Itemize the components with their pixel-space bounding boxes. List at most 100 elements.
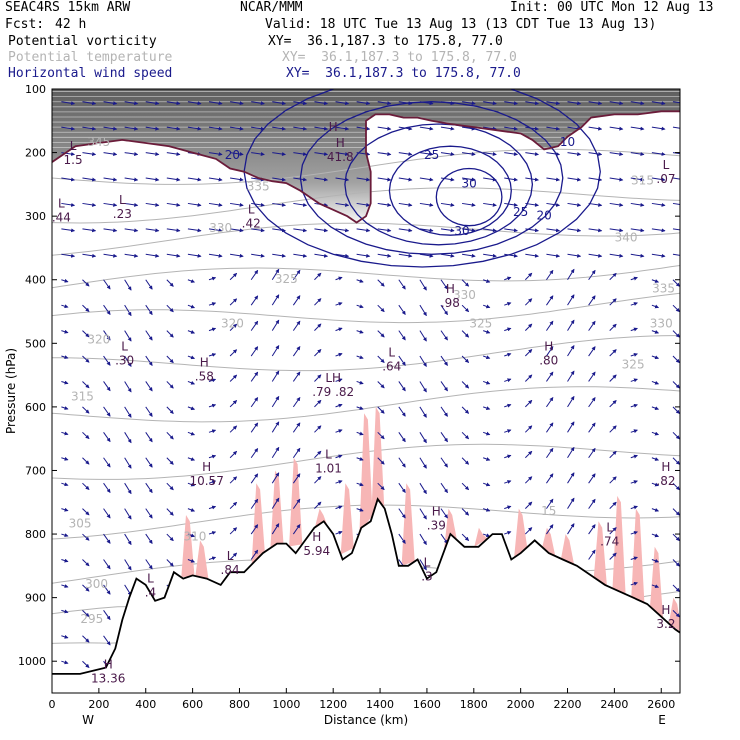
wind-vector <box>82 533 90 541</box>
wind-speed-label: 30 <box>454 224 469 238</box>
wind-vector <box>124 126 139 131</box>
wind-vector <box>461 177 476 182</box>
wind-vector <box>356 457 364 461</box>
wind-vector <box>461 457 470 465</box>
wind-vector <box>567 446 575 459</box>
wind-vector <box>356 304 364 309</box>
wind-vector <box>588 126 603 131</box>
theta-contour <box>52 187 680 224</box>
wind-vector <box>609 253 624 258</box>
theta-label: 315 <box>71 390 94 404</box>
plot-frame <box>51 88 681 694</box>
wind-vector <box>272 177 286 182</box>
wind-vector <box>588 101 603 106</box>
wind-vector <box>124 406 132 418</box>
humidity-patch <box>251 483 265 565</box>
wind-vector <box>250 269 259 281</box>
wind-vector <box>293 228 308 233</box>
wind-vector <box>103 101 118 106</box>
wind-vector <box>250 346 259 357</box>
wind-vector <box>651 380 660 385</box>
pv-extremum-marker: L <box>325 447 332 461</box>
wind-vector <box>124 304 132 317</box>
wind-vector <box>250 524 259 535</box>
wind-vector <box>461 101 476 106</box>
wind-vector <box>546 346 554 357</box>
theta-contour <box>52 148 680 185</box>
wind-vector <box>377 177 392 182</box>
wind-vector <box>61 380 69 385</box>
wind-vector <box>609 425 617 433</box>
wind-vector <box>335 352 343 357</box>
wind-vector <box>124 533 132 546</box>
wind-vector <box>187 457 196 461</box>
wind-vector <box>103 559 111 570</box>
wind-vector <box>546 228 561 233</box>
pv-extremum-value: .80 <box>539 353 558 367</box>
wind-vector <box>166 279 174 287</box>
wind-vector <box>250 397 259 408</box>
pv-extremum-marker: L <box>388 346 395 360</box>
wind-vector <box>82 635 90 643</box>
theta-label: 325 <box>622 358 645 372</box>
wind-vector <box>483 101 497 106</box>
wind-vector <box>82 559 90 567</box>
wind-vector <box>419 101 434 106</box>
wind-vector <box>356 202 371 207</box>
wind-vector <box>124 177 139 182</box>
wind-vector <box>208 126 223 131</box>
wind-vector <box>609 228 624 233</box>
wind-vector <box>483 253 497 258</box>
wind-vector <box>271 345 280 357</box>
wind-vector <box>103 635 111 646</box>
wind-vector <box>377 101 392 106</box>
wind-vector <box>483 177 497 182</box>
x-tick-label: 1800 <box>460 698 488 711</box>
wind-vector <box>124 228 139 233</box>
wind-vector <box>482 406 491 410</box>
wind-vector <box>166 533 174 542</box>
pv-extremum-value: .74 <box>600 535 619 549</box>
wind-vector <box>166 202 181 207</box>
wind-vector <box>482 380 491 385</box>
wind-vector <box>672 533 680 542</box>
wind-vector <box>61 558 69 563</box>
wind-vector <box>504 202 518 207</box>
wind-vector <box>546 473 554 484</box>
wind-vector <box>672 355 680 364</box>
wind-vector <box>314 349 322 357</box>
wind-vector <box>61 456 69 461</box>
wind-vector <box>483 202 497 207</box>
wind-vector <box>419 508 427 520</box>
wind-vector <box>504 530 512 535</box>
wind-vector <box>314 450 322 459</box>
pv-extremum-value: .58 <box>195 369 214 383</box>
wind-vector <box>630 302 638 306</box>
wind-vector <box>61 660 69 665</box>
wind-vector <box>145 253 160 258</box>
wind-vector <box>335 302 343 306</box>
wind-vector <box>166 482 174 491</box>
humidity-layer <box>181 406 680 632</box>
wind-vector <box>546 295 554 306</box>
pv-extremum-value: 13.36 <box>91 671 125 685</box>
wind-vector <box>145 228 160 233</box>
pv-extremum-marker: L <box>70 139 77 153</box>
wind-vector <box>124 253 139 258</box>
wind-vector <box>292 346 301 357</box>
wind-vector <box>103 381 111 392</box>
fcst-label: Fcst: <box>5 17 45 32</box>
wind-vector <box>609 527 617 535</box>
wind-vector <box>103 304 111 315</box>
terrain-line <box>52 497 680 675</box>
wind-vector <box>651 431 660 436</box>
wind-vector <box>335 429 343 433</box>
theta-label: 345 <box>87 135 110 149</box>
fcst-value: 42 h <box>55 17 87 32</box>
pv-extremum-marker: L <box>606 521 613 535</box>
wind-vector <box>419 177 434 182</box>
wind-vector <box>208 152 223 156</box>
wind-vector <box>292 473 301 484</box>
pv-extremum-value: .98 <box>441 296 460 310</box>
wind-vector <box>335 202 350 207</box>
